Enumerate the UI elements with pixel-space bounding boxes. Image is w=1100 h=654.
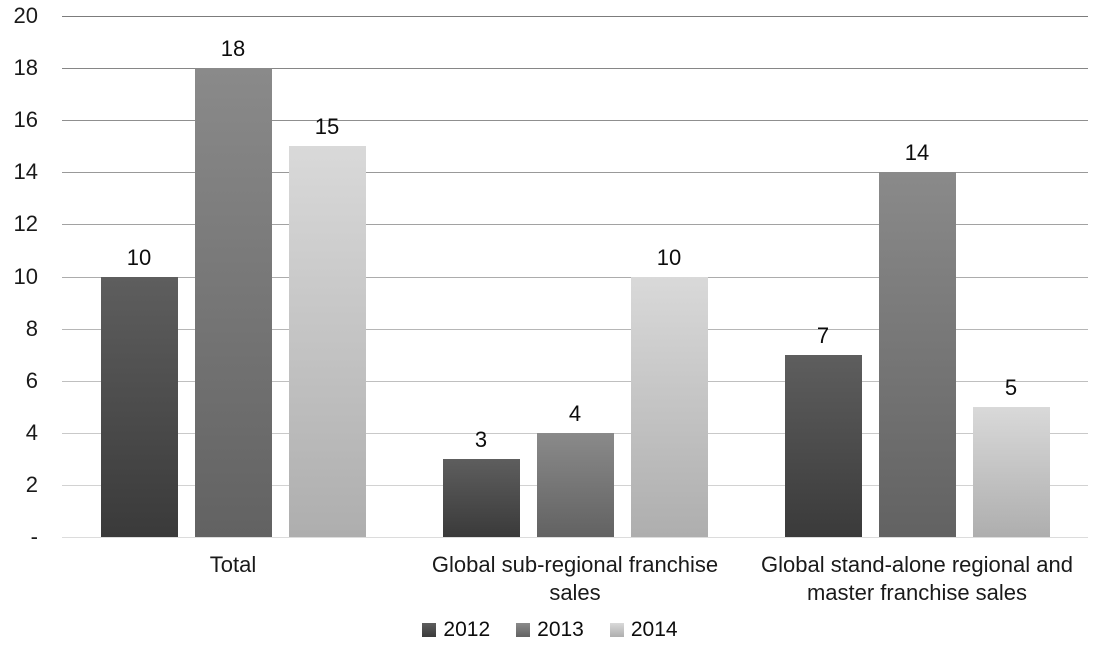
bar-2013: [194, 68, 272, 537]
bar-value-label: 3: [474, 426, 488, 452]
gridline: [62, 120, 1088, 122]
legend-swatch-2013: [516, 623, 531, 637]
gridline: [62, 328, 1088, 330]
gridline: [62, 68, 1088, 70]
y-axis-tick-label: 10: [13, 263, 38, 289]
legend-label: 2013: [537, 618, 584, 641]
gridline: [62, 276, 1088, 278]
legend-item: 2013: [516, 618, 584, 642]
bar-value-label: 14: [904, 140, 930, 166]
legend: 2012 2013 2014: [0, 616, 1100, 644]
bar-value-label: 18: [220, 36, 246, 62]
bar-value-label: 10: [656, 244, 682, 270]
bar-2014: [288, 146, 366, 537]
y-axis-tick-label: -: [30, 524, 38, 549]
category-label: Total: [209, 552, 257, 577]
legend-item: 2012: [422, 618, 490, 642]
bar-2013: [878, 172, 956, 537]
legend-label: 2012: [443, 618, 491, 641]
legend-item: 2014: [609, 618, 678, 642]
y-axis-tick-label: 4: [25, 419, 38, 445]
category-label: Global sub-regional franchise sales: [431, 552, 719, 605]
gridline: [62, 537, 1088, 538]
y-axis-tick-label: 14: [13, 159, 38, 185]
gridline: [62, 224, 1088, 226]
bar-value-label: 10: [126, 244, 152, 270]
bar-value-label: 4: [568, 400, 582, 426]
legend-swatch-2014: [609, 623, 624, 637]
bar-2014: [630, 276, 708, 537]
gridline: [62, 16, 1088, 17]
bar-2013: [536, 432, 614, 537]
bar-2014: [972, 406, 1050, 537]
gridline: [62, 172, 1088, 174]
bar-2012: [784, 354, 862, 537]
gridline: [62, 380, 1088, 382]
bar-2012: [100, 276, 178, 537]
bar-value-label: 15: [314, 114, 340, 140]
bar-value-label: 5: [1004, 374, 1018, 400]
y-axis-tick-label: 16: [13, 107, 38, 133]
y-axis-tick-label: 12: [13, 211, 38, 237]
bar-2012: [442, 458, 520, 537]
legend-swatch-2012: [422, 623, 437, 637]
y-axis-tick-label: 6: [25, 367, 38, 393]
bar-value-label: 7: [816, 322, 830, 348]
y-axis-tick-label: 2: [25, 471, 38, 497]
legend-label: 2014: [630, 618, 678, 641]
y-axis-tick-label: 20: [13, 3, 38, 28]
y-axis-tick-label: 18: [13, 55, 38, 81]
y-axis-tick-label: 8: [25, 315, 38, 341]
category-label: Global stand-alone regional and master f…: [761, 552, 1073, 605]
